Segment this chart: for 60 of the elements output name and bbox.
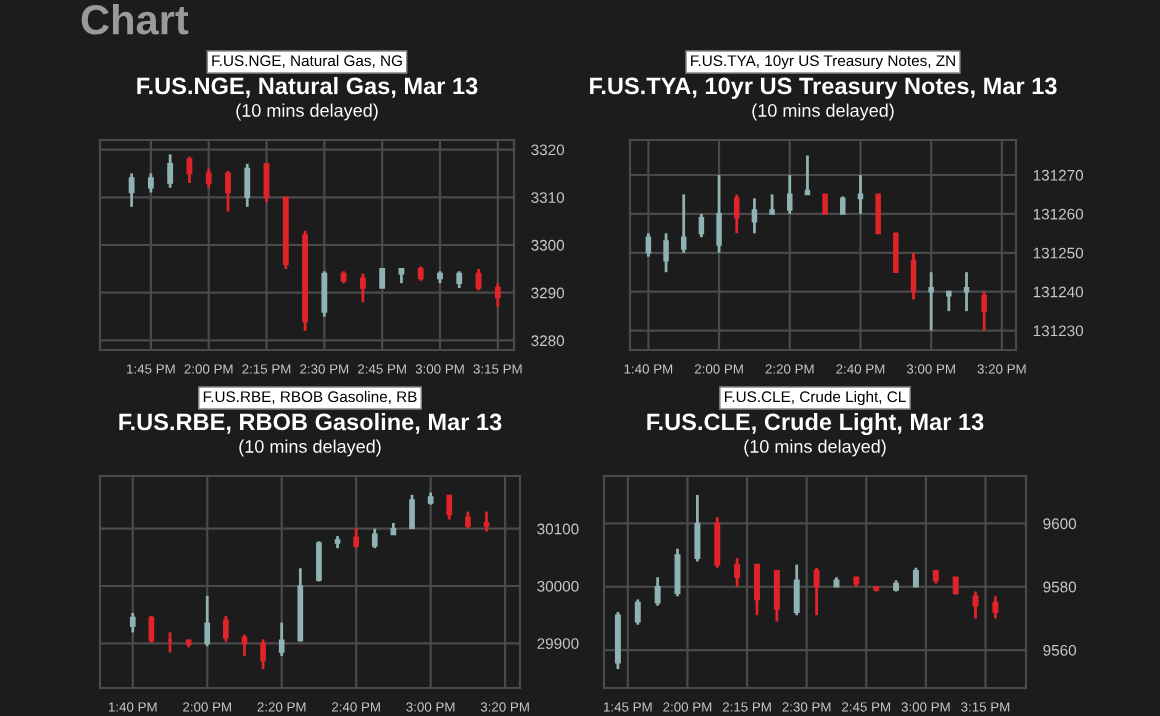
candlestick (981, 290, 987, 332)
candlestick (992, 594, 999, 620)
candlestick (813, 566, 820, 617)
candlestick (128, 172, 135, 209)
candlestick (205, 167, 212, 190)
candlestick (241, 633, 248, 658)
chart-title: F.US.TYA, 10yr US Treasury Notes, Mar 13 (590, 77, 1057, 99)
candlestick (409, 493, 415, 530)
candlestick (754, 563, 760, 617)
candlestick (946, 290, 952, 313)
candlestick (680, 193, 687, 255)
chart-subtitle: (10 mins delayed) (752, 103, 894, 121)
text: Chart (81, 4, 189, 35)
candlestick (147, 172, 154, 194)
candlestick (972, 590, 979, 620)
candlestick (204, 594, 211, 648)
candlestick (751, 196, 758, 235)
chart-subtitle: (10 mins delayed) (236, 103, 378, 121)
candlestick (694, 493, 701, 563)
chart-title: F.US.NGE, Natural Gas, Mar 13 (137, 77, 478, 98)
candlestick (316, 539, 322, 583)
candlestick (353, 526, 360, 550)
candlestick (446, 493, 453, 521)
candlestick (129, 611, 136, 634)
candlestick (645, 231, 652, 259)
candlestick (379, 268, 386, 289)
candlestick (734, 193, 740, 235)
candlestick (822, 193, 828, 215)
candlestick (734, 556, 741, 589)
candlestick (222, 614, 229, 643)
candlestick (769, 193, 775, 216)
candlestick (928, 270, 934, 332)
chart-subtitle: (10 mins delayed) (744, 439, 886, 457)
candlestick (244, 162, 251, 209)
candlestick (787, 173, 793, 216)
candlestick (278, 621, 285, 658)
candlestick (910, 251, 917, 301)
candlestick (698, 212, 705, 239)
candlestick (714, 515, 721, 570)
candlestick (875, 193, 881, 235)
candlestick (614, 610, 621, 671)
candlestick (963, 270, 970, 313)
candlestick (167, 152, 174, 190)
chart-subtitle: (10 mins delayed) (239, 439, 381, 457)
candlestick (912, 566, 919, 589)
candlestick (225, 169, 231, 213)
chart-title: F.US.RBE, RBOB Gasoline, Mar 13 (119, 412, 502, 434)
candlestick (793, 563, 800, 617)
candlestick (359, 272, 366, 304)
candlestick (260, 637, 266, 671)
candlestick (494, 281, 501, 309)
candlestick (483, 510, 490, 533)
candlestick (371, 527, 378, 550)
candlestick (893, 232, 899, 274)
chart-title: F.US.CLE, Crude Light, Mar 13 (647, 412, 984, 436)
candlestick (634, 598, 641, 627)
candlestick (321, 269, 328, 318)
candlestick (663, 231, 669, 274)
candlestick (773, 569, 780, 623)
candlestick (654, 575, 661, 608)
